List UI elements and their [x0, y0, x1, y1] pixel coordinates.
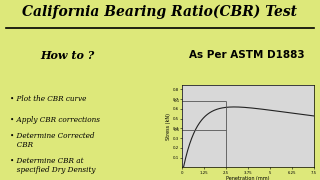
Y-axis label: Stress (kN): Stress (kN): [166, 112, 171, 140]
Text: • Plot the CBR curve: • Plot the CBR curve: [10, 95, 86, 103]
Text: As Per ASTM D1883: As Per ASTM D1883: [188, 50, 304, 60]
Text: • Apply CBR corrections: • Apply CBR corrections: [10, 116, 100, 123]
Text: California Bearing Ratio(CBR) Test: California Bearing Ratio(CBR) Test: [22, 5, 298, 19]
Text: 0.1: 0.1: [173, 99, 180, 103]
Text: 0.1: 0.1: [173, 128, 180, 132]
X-axis label: Penetration (mm): Penetration (mm): [226, 176, 270, 180]
Text: How to ?: How to ?: [40, 50, 94, 61]
Text: • Determine CBR at
   specified Dry Density: • Determine CBR at specified Dry Density: [10, 157, 95, 174]
Text: • Determine Corrected
   CBR: • Determine Corrected CBR: [10, 132, 94, 149]
